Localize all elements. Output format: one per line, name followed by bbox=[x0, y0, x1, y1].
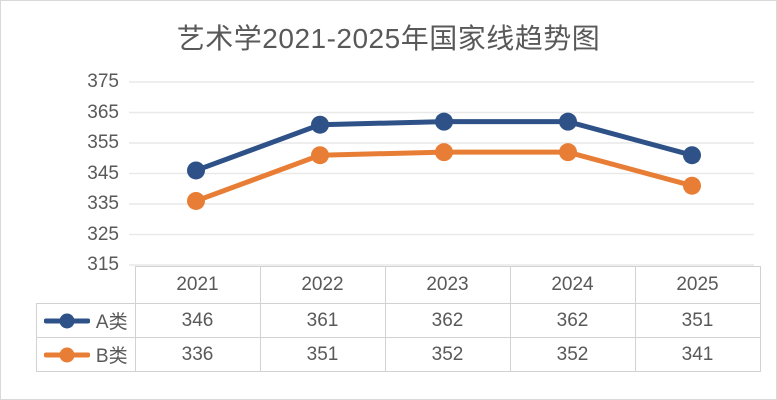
legend-dot bbox=[59, 313, 75, 328]
table-corner-cell bbox=[37, 267, 136, 304]
series-a-data-point-marker bbox=[311, 115, 329, 134]
legend-line-marker-icon bbox=[43, 313, 90, 328]
series-name-label: B类 bbox=[95, 346, 128, 367]
year-header-cell: 2021 bbox=[134, 266, 261, 304]
y-axis-tick-label: 345 bbox=[87, 162, 119, 184]
legend-dot bbox=[59, 347, 75, 362]
legend-key: A类 bbox=[37, 307, 135, 334]
series-a-data-point-marker bbox=[559, 112, 577, 131]
value-cell: 351 bbox=[259, 337, 386, 372]
value-cell: 362 bbox=[509, 303, 636, 338]
y-axis-tick-label: 315 bbox=[87, 254, 119, 275]
legend-cell: A类 bbox=[36, 303, 136, 338]
y-axis-tick-label: 375 bbox=[87, 71, 119, 92]
data-table: 2021 2022 2023 2024 2025 A类 346 361 362 362 351 B类 3… bbox=[36, 266, 761, 372]
series-b-data-point-marker bbox=[683, 176, 701, 195]
value-cell: 351 bbox=[634, 303, 761, 338]
value-cell: 361 bbox=[259, 303, 386, 338]
series-b-data-point-marker bbox=[311, 146, 329, 165]
value-cell: 341 bbox=[634, 337, 761, 372]
legend-line-marker-icon bbox=[43, 347, 90, 362]
value-cell: 362 bbox=[384, 303, 511, 338]
series-a-data-point-marker bbox=[187, 161, 205, 180]
y-axis-tick-label: 325 bbox=[87, 223, 119, 245]
year-header-cell: 2023 bbox=[384, 266, 511, 304]
chart-title: 艺术学2021-2025年国家线趋势图 bbox=[176, 23, 601, 54]
y-axis-tick-label: 355 bbox=[87, 132, 119, 153]
series-a-data-point-marker bbox=[435, 112, 453, 131]
value-cell: 336 bbox=[134, 337, 261, 372]
series-b-data-point-marker bbox=[559, 143, 577, 162]
year-header-cell: 2024 bbox=[509, 266, 636, 304]
series-a-data-point-marker bbox=[683, 146, 701, 165]
series-name-label: A类 bbox=[95, 312, 128, 333]
table-row: B类 336 351 352 352 341 bbox=[36, 337, 761, 372]
data-table-body: 2021 2022 2023 2024 2025 A类 346 361 362 362 351 B类 3… bbox=[36, 266, 761, 372]
year-header-cell: 2022 bbox=[259, 266, 386, 304]
y-axis-tick-label: 335 bbox=[87, 193, 119, 214]
table-row: A类 346 361 362 362 351 bbox=[36, 303, 761, 338]
year-header-cell: 2025 bbox=[634, 266, 761, 304]
value-cell: 352 bbox=[509, 337, 636, 372]
legend-cell: B类 bbox=[36, 337, 136, 372]
table-header-row: 2021 2022 2023 2024 2025 bbox=[37, 266, 761, 304]
y-axis-tick-label: 365 bbox=[87, 101, 119, 123]
value-cell: 352 bbox=[384, 337, 511, 372]
series-b-data-point-marker bbox=[435, 143, 453, 162]
series-b-data-point-marker bbox=[187, 191, 205, 210]
legend-key: B类 bbox=[37, 341, 135, 368]
value-cell: 346 bbox=[134, 303, 261, 338]
